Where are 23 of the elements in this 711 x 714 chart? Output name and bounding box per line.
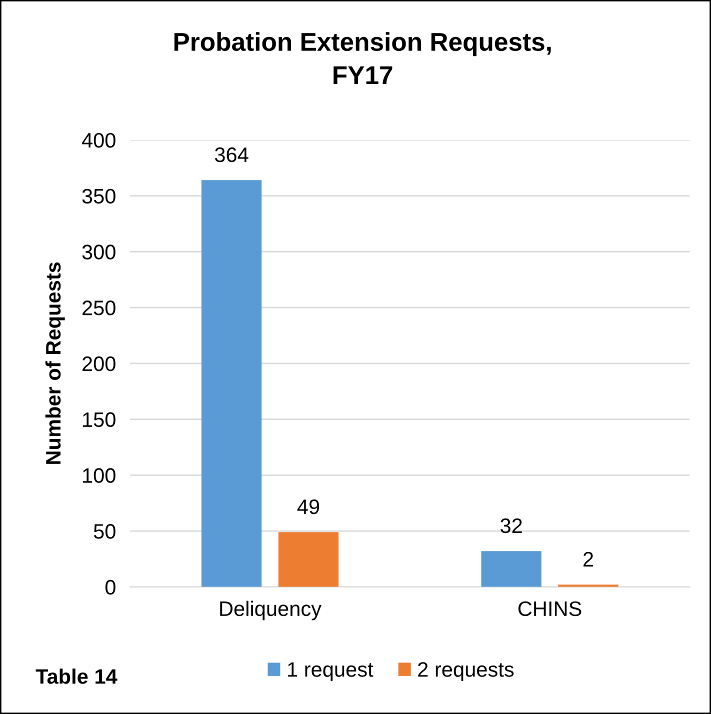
y-tick-label: 100 — [83, 468, 116, 483]
x-tick-label: Deliquency — [220, 600, 322, 620]
data-label: 32 — [500, 518, 522, 534]
legend-label: 1 request — [288, 662, 374, 681]
y-tick-label: 350 — [82, 188, 116, 204]
bar — [278, 532, 339, 587]
legend-label: 2 requests — [418, 662, 514, 681]
y-tick-label: 300 — [82, 244, 116, 260]
data-label: 364 — [214, 147, 248, 162]
x-tick-label: CHINS — [518, 601, 582, 616]
data-label: 49 — [297, 499, 320, 514]
y-axis-title: Number of Requests — [45, 262, 65, 464]
bar — [201, 180, 262, 587]
y-tick-label: 400 — [82, 132, 116, 148]
y-tick-label: 50 — [94, 524, 116, 539]
y-tick-label: 150 — [83, 412, 116, 428]
y-tick-label: 250 — [82, 300, 116, 316]
bar — [481, 551, 542, 587]
data-label: 2 — [584, 552, 593, 566]
y-tick-label: 0 — [105, 580, 116, 595]
y-tick-label: 200 — [82, 356, 116, 372]
caption: Table 14 — [36, 668, 118, 684]
chart-title: Probation Extension Requests, FY17 — [174, 32, 551, 84]
